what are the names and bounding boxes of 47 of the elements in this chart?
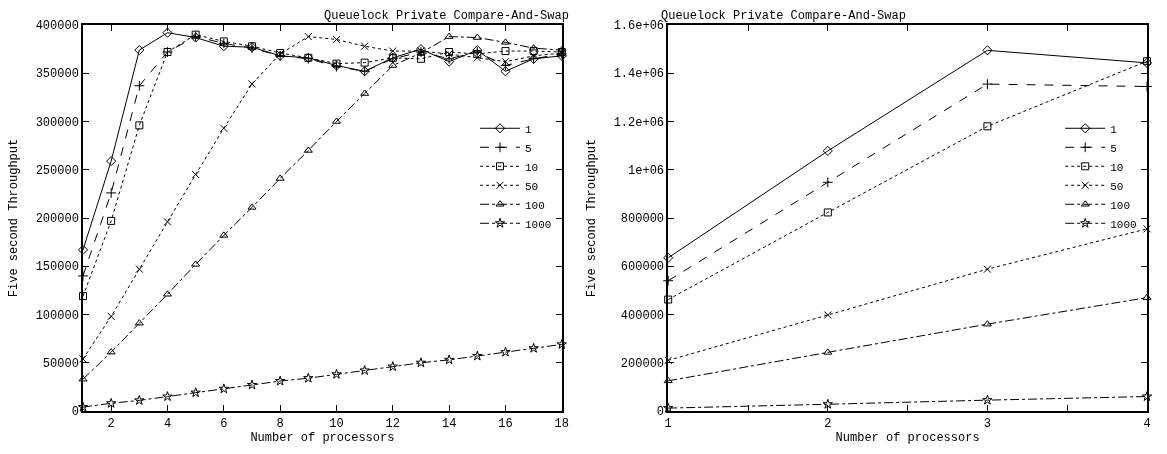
y-tick-label: 350000: [35, 67, 79, 82]
y-tick-label: 1.4e+06: [613, 67, 665, 82]
y-tick-label: 400000: [620, 308, 665, 323]
y-tick-label: 800000: [620, 212, 665, 227]
legend-label: 1000: [1110, 218, 1137, 231]
x-axis-title: Number of processors: [835, 430, 980, 445]
x-tick-label: 10: [329, 417, 344, 432]
legend-label: 1000: [525, 218, 552, 231]
x-tick-label: 1: [664, 417, 672, 432]
y-tick-label: 200000: [35, 212, 79, 227]
legend-label: 10: [525, 161, 539, 174]
legend-label: 1: [525, 123, 533, 136]
y-tick-label: 150000: [35, 260, 79, 275]
x-tick-label: 2: [824, 417, 832, 432]
x-tick-label: 12: [385, 417, 401, 432]
y-tick-label: 400000: [35, 19, 79, 34]
legend-label: 50: [525, 180, 539, 193]
y-tick-label: 1.2e+06: [613, 115, 665, 130]
y-axis-title: Five second Throughput: [585, 138, 600, 298]
x-tick-label: 14: [441, 417, 457, 432]
y-axis-title: Five second Throughput: [7, 138, 22, 298]
y-tick-label: 1e+06: [628, 163, 665, 178]
x-axis-title: Number of processors: [250, 431, 395, 446]
chart-title: Queuelock Private Compare-And-Swap: [324, 9, 569, 23]
y-tick-label: 0: [656, 405, 665, 420]
x-tick-label: 6: [220, 417, 228, 432]
legend-label: 5: [525, 142, 532, 155]
x-tick-label: 8: [276, 417, 284, 432]
legend-label: 10: [1110, 161, 1124, 174]
x-tick-label: 4: [1143, 417, 1151, 432]
x-tick-label: 16: [498, 417, 513, 432]
x-tick-label: 3: [983, 417, 991, 432]
y-tick-label: 600000: [620, 260, 665, 275]
y-tick-label: 200000: [620, 356, 665, 371]
x-tick-label: 2: [107, 417, 115, 432]
legend-label: 100: [525, 199, 545, 212]
y-tick-label: 0: [71, 405, 79, 420]
legend-label: 50: [1110, 180, 1124, 193]
y-tick-label: 100000: [35, 308, 79, 323]
legend-label: 100: [1110, 199, 1131, 212]
x-tick-label: 18: [554, 417, 569, 432]
y-tick-label: 250000: [35, 163, 79, 178]
y-tick-label: 50000: [42, 356, 79, 371]
y-tick-label: 300000: [35, 115, 79, 130]
x-tick-label: 4: [163, 417, 172, 432]
legend-label: 1: [1110, 123, 1118, 136]
legend-label: 5: [1110, 142, 1117, 155]
